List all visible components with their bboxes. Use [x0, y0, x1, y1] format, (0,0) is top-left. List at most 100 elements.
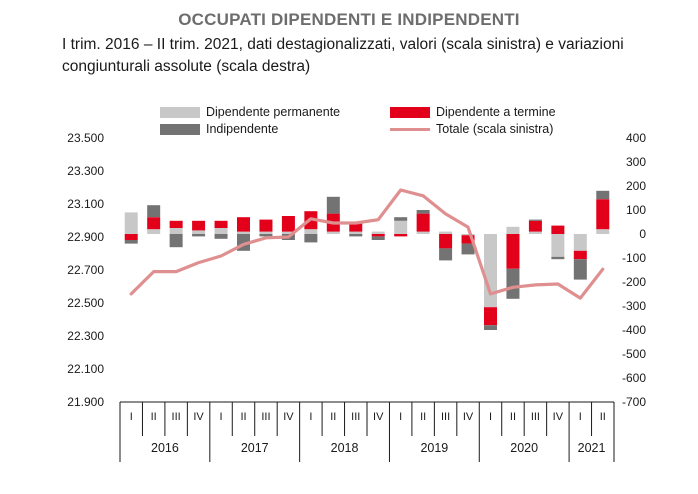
bar-segment	[439, 248, 453, 261]
quarter-label: I	[489, 411, 492, 423]
quarter-label: II	[151, 411, 157, 423]
left-tick-label: 22.300	[67, 329, 104, 343]
right-tick-label: -400	[622, 323, 646, 337]
legend-label: Indipendente	[206, 122, 278, 136]
legend-label: Dipendente permanente	[206, 105, 340, 119]
bar-segment	[416, 231, 430, 234]
right-tick-label: -600	[622, 371, 646, 385]
total-line	[129, 188, 605, 300]
bar-segment	[349, 223, 363, 232]
year-label: 2016	[151, 441, 179, 455]
left-tick-label: 23.300	[67, 164, 104, 178]
bar-segment	[371, 236, 385, 240]
legend-swatch	[160, 124, 200, 135]
year-label: 2020	[510, 441, 538, 455]
quarter-label: IV	[373, 411, 384, 423]
quarter-label: IV	[553, 411, 564, 423]
bar-segment	[371, 231, 385, 234]
bar-segment	[147, 205, 161, 218]
bar-segment	[551, 225, 565, 234]
chart-subtitle: I trim. 2016 – II trim. 2021, dati desta…	[62, 36, 624, 75]
bars	[124, 190, 610, 330]
bar-segment	[259, 231, 273, 234]
bar-segment	[596, 229, 610, 234]
right-tick-label: -300	[622, 299, 646, 313]
legend-label: Dipendente a termine	[436, 105, 556, 119]
quarter-label: I	[220, 411, 223, 423]
bar-segment	[371, 234, 385, 237]
right-tick-label: 0	[639, 227, 646, 241]
bar-segment	[214, 220, 228, 228]
bar-segment	[461, 243, 475, 255]
year-label: 2017	[241, 441, 269, 455]
bar-segment	[416, 210, 430, 214]
quarter-label: II	[330, 411, 336, 423]
right-tick-label: 100	[626, 203, 646, 217]
legend-swatch	[390, 107, 430, 118]
bar-segment	[214, 228, 228, 234]
bar-segment	[596, 199, 610, 230]
bar-segment	[192, 220, 206, 231]
bar-segment	[237, 231, 250, 234]
bar-segment	[326, 196, 340, 214]
bar-segment	[573, 259, 587, 280]
bar-segment	[304, 229, 318, 234]
bar-segment	[573, 234, 587, 251]
x-axis: I II III IV I II III IV I II III IV I II III IV I II III IV…	[119, 401, 615, 462]
right-tick-label: 400	[626, 131, 646, 145]
bar-segment	[528, 231, 542, 234]
quarter-label: IV	[193, 411, 204, 423]
quarter-label: II	[510, 411, 516, 423]
bar-segment	[147, 229, 161, 234]
bar-segment	[528, 219, 542, 221]
quarter-label: I	[130, 411, 133, 423]
right-axis: 400 300 200 100 0 -100 -200 -300 -400 -500 -600 -70…	[622, 131, 646, 409]
bar-segment	[169, 220, 183, 228]
right-tick-label: -500	[622, 347, 646, 361]
bar-segment	[506, 226, 520, 234]
bar-segment	[124, 234, 138, 240]
quarter-label: I	[309, 411, 312, 423]
year-label: 2019	[420, 441, 448, 455]
legend: Dipendente permanente Dipendente a termin…	[160, 105, 556, 136]
quarter-label: III	[441, 411, 450, 423]
quarter-label: I	[399, 411, 402, 423]
bar-segment	[237, 217, 250, 232]
bar-segment	[506, 234, 520, 269]
bar-segment	[484, 234, 497, 308]
right-tick-label: -100	[622, 251, 646, 265]
left-axis: 21.900 22.100 22.300 22.500 22.700 22.900 23.1…	[67, 131, 104, 409]
bar-segment	[124, 212, 138, 234]
bar-segment	[394, 217, 408, 221]
year-label: 2021	[578, 441, 606, 455]
right-tick-label: 200	[626, 179, 646, 193]
bar-segment	[394, 220, 408, 234]
bar-segment	[259, 234, 273, 237]
quarter-label: III	[351, 411, 360, 423]
total-line-path	[129, 188, 605, 300]
legend-label: Totale (scala sinistra)	[436, 122, 553, 136]
bar-segment	[281, 231, 295, 234]
quarter-label: III	[172, 411, 181, 423]
quarter-label: III	[261, 411, 270, 423]
bar-segment	[484, 325, 497, 330]
left-tick-label: 22.100	[67, 362, 104, 376]
left-tick-label: 21.900	[67, 395, 104, 409]
bar-segment	[439, 231, 453, 234]
bar-segment	[484, 307, 497, 326]
bar-segment	[214, 234, 228, 239]
bar-segment	[573, 250, 587, 260]
bar-segment	[326, 231, 340, 234]
bar-segment	[124, 240, 138, 244]
bar-segment	[551, 234, 565, 257]
chart-title: OCCUPATI DIPENDENTI E INDIPENDENTI	[178, 10, 520, 29]
left-tick-label: 23.500	[67, 131, 104, 145]
bar-segment	[281, 216, 295, 232]
left-tick-label: 22.700	[67, 263, 104, 277]
quarter-label: I	[579, 411, 582, 423]
quarter-label: IV	[283, 411, 294, 423]
right-tick-label: -200	[622, 275, 646, 289]
bar-segment	[596, 190, 610, 200]
year-label: 2018	[331, 441, 359, 455]
